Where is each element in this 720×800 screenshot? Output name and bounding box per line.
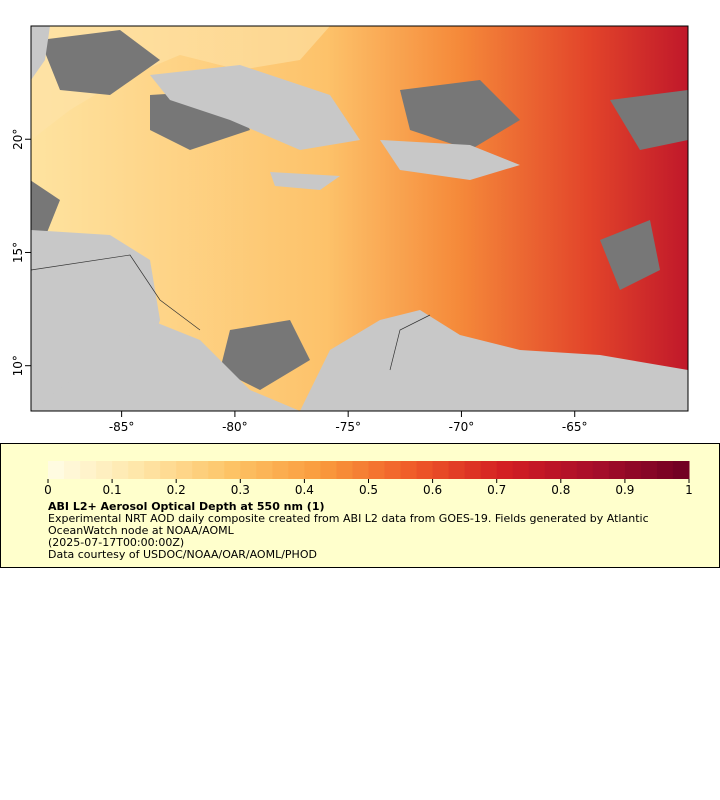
colorbar-tick-label: 1 <box>685 483 693 497</box>
colorbar-swatch <box>80 461 97 479</box>
colorbar-tick-label: 0.3 <box>231 483 250 497</box>
map-frame <box>30 25 689 412</box>
map: -85° -80° -75° -70° -65° 10° 15° 20° <box>11 25 689 434</box>
legend-description: Experimental NRT AOD daily composite cre… <box>48 512 649 537</box>
colorbar-tick-label: 0.1 <box>103 483 122 497</box>
colorbar: 0 0.1 0.2 0.3 0.4 0.5 0.6 0.7 0.8 0.9 1 <box>44 461 693 497</box>
colorbar-swatch <box>640 461 658 479</box>
colorbar-swatch <box>320 461 337 479</box>
colorbar-tick-label: 0 <box>44 483 52 497</box>
colorbar-swatch <box>448 461 466 479</box>
legend-title: ABI L2+ Aerosol Optical Depth at 550 nm … <box>48 500 325 513</box>
colorbar-tick-label: 0.7 <box>487 483 506 497</box>
colorbar-swatch <box>368 461 386 479</box>
x-tick-label: -75° <box>335 420 361 434</box>
x-tick-label: -65° <box>562 420 588 434</box>
y-tick-label: 20° <box>11 129 25 150</box>
colorbar-swatch <box>416 461 434 479</box>
colorbar-tick-label: 0.9 <box>615 483 634 497</box>
colorbar-swatch <box>96 461 113 479</box>
legend-text: ABI L2+ Aerosol Optical Depth at 550 nm … <box>48 501 688 561</box>
colorbar-swatch <box>480 461 498 479</box>
y-tick-label: 15° <box>11 242 25 263</box>
colorbar-swatch <box>624 461 642 479</box>
colorbar-swatch <box>272 461 289 479</box>
map-image <box>31 26 688 411</box>
colorbar-swatch <box>48 461 65 479</box>
colorbar-swatch <box>512 461 530 479</box>
colorbar-swatch <box>496 461 514 479</box>
colorbar-swatch <box>464 461 482 479</box>
x-tick-label: -85° <box>109 420 135 434</box>
colorbar-tick-label: 0.5 <box>359 483 378 497</box>
colorbar-swatch <box>592 461 610 479</box>
legend-time: (2025-07-17T00:00:00Z) <box>48 536 185 549</box>
x-tick-label: -80° <box>222 420 248 434</box>
colorbar-tick-label: 0.2 <box>167 483 186 497</box>
colorbar-swatch <box>432 461 450 479</box>
colorbar-swatch <box>304 461 321 479</box>
legend-credit: Data courtesy of USDOC/NOAA/OAR/AOML/PHO… <box>48 548 317 561</box>
colorbar-swatch <box>656 461 674 479</box>
x-tick-label: -70° <box>449 420 475 434</box>
colorbar-swatch <box>160 461 177 479</box>
colorbar-swatch <box>176 461 193 479</box>
colorbar-swatch <box>560 461 578 479</box>
colorbar-swatch <box>336 461 353 479</box>
colorbar-swatch <box>544 461 562 479</box>
colorbar-swatch <box>384 461 402 479</box>
colorbar-swatch <box>144 461 161 479</box>
colorbar-tick-label: 0.4 <box>295 483 314 497</box>
colorbar-swatch <box>576 461 594 479</box>
colorbar-swatch <box>64 461 81 479</box>
colorbar-swatch <box>528 461 546 479</box>
colorbar-swatch <box>288 461 305 479</box>
colorbar-swatch <box>192 461 209 479</box>
colorbar-swatch <box>208 461 225 479</box>
legend: 0 0.1 0.2 0.3 0.4 0.5 0.6 0.7 0.8 0.9 1 ABI L2+ Ae… <box>0 443 720 568</box>
colorbar-tick-label: 0.8 <box>551 483 570 497</box>
colorbar-swatch <box>352 461 369 479</box>
colorbar-tick-label: 0.6 <box>423 483 442 497</box>
colorbar-swatch <box>128 461 145 479</box>
colorbar-swatch <box>112 461 129 479</box>
colorbar-swatch <box>608 461 626 479</box>
colorbar-swatch <box>224 461 241 479</box>
colorbar-swatch <box>400 461 418 479</box>
colorbar-swatch <box>672 461 690 479</box>
colorbar-swatch <box>240 461 257 479</box>
colorbar-swatch <box>256 461 273 479</box>
y-tick-label: 10° <box>11 355 25 376</box>
